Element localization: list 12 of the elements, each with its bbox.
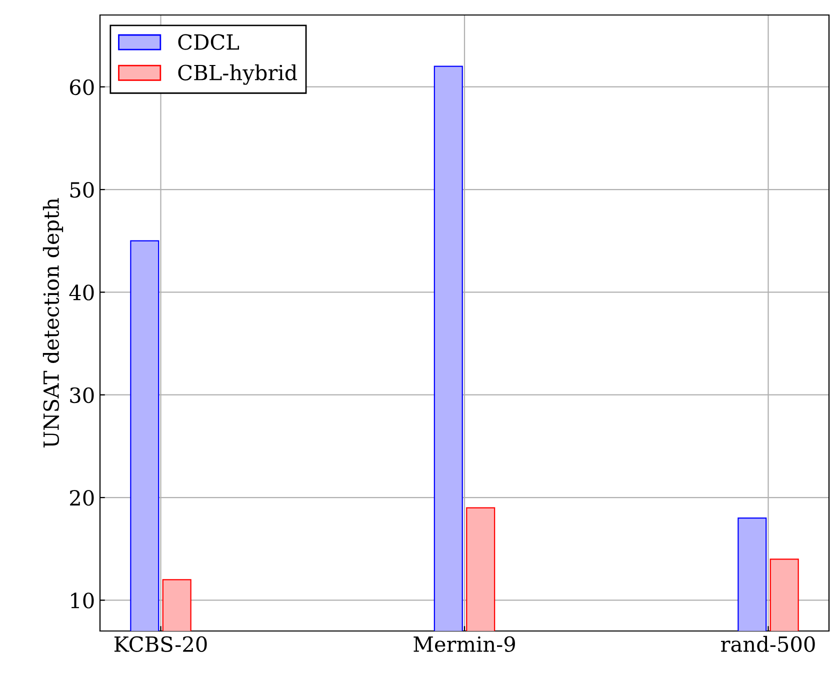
x-tick-label: rand-500: [721, 636, 815, 652]
y-tick-label: 40: [69, 284, 94, 300]
x-tick-label: KCBS-20: [114, 636, 207, 652]
y-tick-label: 10: [71, 592, 94, 608]
y-tick-label: 30: [70, 387, 94, 404]
y-axis-title: UNSAT detection depth: [42, 198, 64, 448]
legend-label: CBL-hybrid: [178, 64, 298, 85]
y-tick-label: 20: [70, 490, 94, 506]
y-tick-label: 60: [70, 79, 94, 96]
y-tick-label: 50: [70, 182, 94, 198]
legend-label: CDCL: [178, 34, 240, 50]
x-tick-label: Mermin-9: [414, 636, 515, 652]
